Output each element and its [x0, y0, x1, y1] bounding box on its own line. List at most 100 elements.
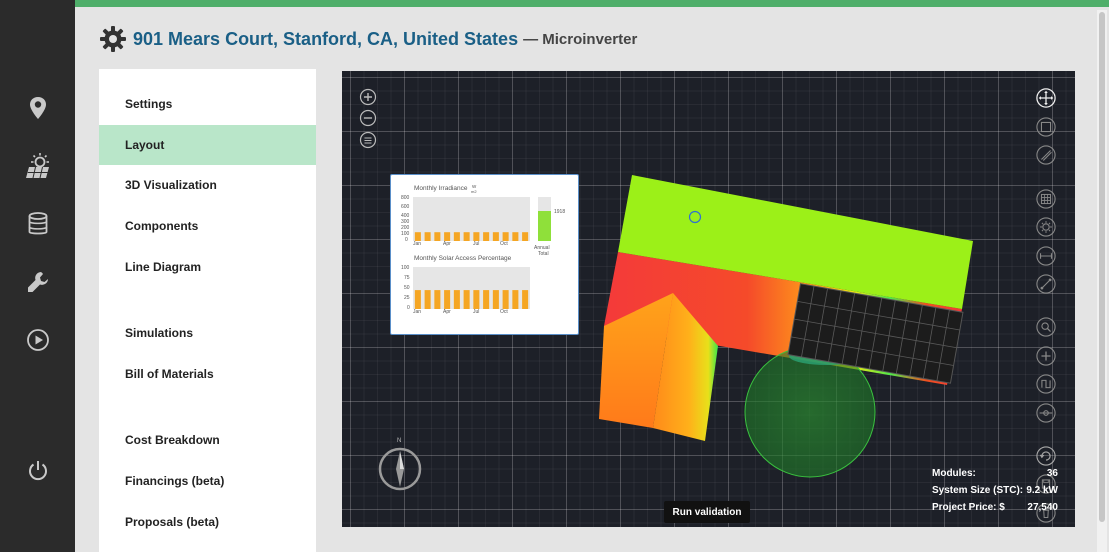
top-accent-bar [75, 0, 1109, 7]
solar-access-bar [522, 290, 529, 309]
zoom-in-icon[interactable] [358, 87, 378, 107]
left-icon-rail [0, 0, 75, 552]
page-scrollbar-thumb[interactable] [1099, 12, 1105, 522]
irradiance-chart-popup[interactable]: Monthly Irradiance W m2 800 600 400 300 … [390, 174, 579, 335]
irradiance-bar [414, 232, 421, 241]
solar-access-bar [463, 290, 470, 309]
ruler-icon[interactable] [1036, 274, 1056, 294]
sidebar-item-simulations[interactable]: Simulations [125, 326, 194, 340]
irradiance-y-tick: 400 [401, 213, 410, 219]
database-icon[interactable] [23, 209, 53, 239]
project-subtitle: — Microinverter [523, 30, 638, 48]
irradiance-bar [483, 232, 490, 241]
system-size-row: System Size (STC): 9.2 kW [932, 485, 1058, 502]
irradiance-bar [492, 232, 499, 241]
irradiance-y-tick: 600 [401, 204, 410, 210]
sun-settings-icon[interactable] [1036, 217, 1056, 237]
irradiance-bars [414, 232, 529, 241]
sidebar-item-components[interactable]: Components [125, 219, 199, 233]
compass-north-label: N [397, 438, 402, 444]
module-grid-icon[interactable] [1036, 189, 1056, 209]
irradiance-y-tick: 0 [405, 237, 408, 243]
total-label: Total [538, 251, 549, 257]
modules-value: 36 [1046, 468, 1058, 479]
sidebar-item-bill-of-materials[interactable]: Bill of Materials [125, 367, 214, 381]
irradiance-bar [463, 232, 470, 241]
gear-icon[interactable] [98, 24, 128, 54]
solar-access-bar [473, 290, 480, 309]
save-icon[interactable] [1036, 474, 1056, 494]
solar-access-y-tick: 50 [404, 285, 410, 291]
irradiance-unit-top: W [472, 184, 477, 189]
project-price-row: Project Price: $ 27,540 [932, 502, 1058, 519]
solar-access-plot-area [413, 267, 530, 309]
solar-access-x-tick: Apr [443, 309, 451, 315]
system-size-value: 9.2 kW [1026, 485, 1058, 496]
measure-icon[interactable] [1036, 246, 1056, 266]
menu-icon[interactable] [358, 130, 378, 150]
solar-access-bar [512, 290, 519, 309]
wrench-icon[interactable] [23, 267, 53, 297]
compass-icon: N [377, 438, 423, 495]
sidebar-item-cost-breakdown[interactable]: Cost Breakdown [125, 433, 220, 447]
irradiance-bar [502, 232, 509, 241]
annual-total-bar-track [538, 197, 551, 241]
system-summary: Modules: 36 System Size (STC): 9.2 kW Pr… [932, 468, 1058, 519]
play-icon[interactable] [23, 325, 53, 355]
solar-access-bar [502, 290, 509, 309]
sidebar-item-layout[interactable]: Layout [99, 125, 316, 165]
solar-access-bar [434, 290, 441, 309]
solar-access-y-tick: 25 [404, 295, 410, 301]
solar-access-bar [483, 290, 490, 309]
annual-total-bar [538, 211, 551, 241]
search-icon[interactable] [1036, 317, 1056, 337]
irradiance-x-tick: Jul [473, 241, 480, 247]
sidebar-item-proposals[interactable]: Proposals (beta) [125, 515, 220, 529]
solar-panel-sun-icon[interactable] [23, 151, 53, 181]
wiring-icon[interactable] [1036, 374, 1056, 394]
irradiance-x-tick: Apr [443, 241, 451, 247]
sidebar-item-line-diagram[interactable]: Line Diagram [125, 260, 202, 274]
sidebar-item-3d-visualization[interactable]: 3D Visualization [125, 178, 217, 192]
zoom-out-icon[interactable] [358, 108, 378, 128]
delete-icon[interactable] [1036, 503, 1056, 523]
sidebar-item-financings[interactable]: Financings (beta) [125, 474, 225, 488]
sidebar-item-settings[interactable]: Settings [125, 97, 173, 111]
solar-access-bar [424, 290, 431, 309]
annual-label: Annual [534, 245, 550, 251]
solar-access-bar [453, 290, 460, 309]
solar-access-bars [414, 290, 529, 309]
solar-access-x-tick: Jan [413, 309, 422, 315]
modules-row: Modules: 36 [932, 468, 1058, 485]
power-icon[interactable] [23, 456, 53, 486]
project-price-label: Project Price: $ [932, 502, 1005, 513]
roof-layout-drawing[interactable] [342, 71, 1075, 527]
irradiance-y-tick: 100 [401, 231, 410, 237]
run-validation-button[interactable]: Run validation [664, 501, 750, 523]
irradiance-plot-area [413, 197, 530, 241]
irradiance-unit-bottom: m2 [471, 189, 477, 194]
add-icon[interactable] [1036, 346, 1056, 366]
project-address[interactable]: 901 Mears Court, Stanford, CA, United St… [133, 28, 519, 49]
system-size-label: System Size (STC): [932, 485, 1024, 496]
layout-map-canvas[interactable]: N Monthly Irradiance [342, 71, 1075, 527]
irradiance-bar [453, 232, 460, 241]
irradiance-chart-title: Monthly Irradiance [414, 185, 468, 192]
solar-access-chart-title: Monthly Solar Access Percentage [414, 255, 512, 262]
project-price-value: 27,540 [1027, 502, 1058, 513]
irradiance-bar [522, 232, 529, 241]
irradiance-y-tick: 300 [401, 219, 410, 225]
irradiance-x-tick: Jan [413, 241, 422, 247]
panel-array [787, 283, 964, 384]
irradiance-y-tick: 800 [401, 195, 410, 201]
rotate-icon[interactable] [1036, 446, 1056, 466]
center-icon[interactable] [1036, 403, 1056, 423]
sidebar-nav: Settings Layout 3D Visualization Compone… [99, 69, 316, 552]
irradiance-bar [512, 232, 519, 241]
draw-line-icon[interactable] [1036, 145, 1056, 165]
move-tool-icon[interactable] [1036, 88, 1056, 108]
select-rect-icon[interactable] [1036, 117, 1056, 137]
location-pin-icon[interactable] [23, 93, 53, 123]
solar-access-y-tick: 75 [404, 275, 410, 281]
page-title: 901 Mears Court, Stanford, CA, United St… [98, 22, 637, 56]
